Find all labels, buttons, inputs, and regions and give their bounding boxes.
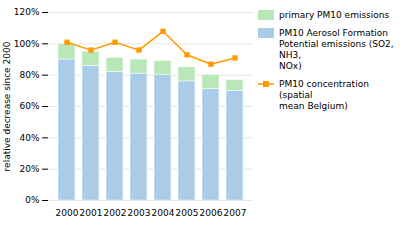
svg-text:80%: 80% (19, 70, 39, 80)
svg-text:0%: 0% (25, 195, 40, 205)
svg-text:40%: 40% (19, 133, 39, 143)
svg-text:120%: 120% (14, 7, 40, 17)
svg-text:2003: 2003 (128, 208, 151, 218)
svg-text:2006: 2006 (200, 208, 223, 218)
html-text:PM10 concentration (spatial me: PM10 concentration (spatial mean Belgium… (279, 79, 369, 111)
svg-text:2005: 2005 (176, 208, 199, 218)
svg-text:100%: 100% (14, 39, 40, 49)
svg-text:2001: 2001 (80, 208, 103, 218)
svg-text:60%: 60% (19, 101, 39, 111)
svg-text:2002: 2002 (104, 208, 127, 218)
svg-text:2004: 2004 (152, 208, 175, 218)
svg-text:20%: 20% (19, 164, 39, 174)
html-text:PM10 Aerosol Formation Potenti: PM10 Aerosol Formation Potential emissio… (279, 28, 394, 71)
svg-text:2000: 2000 (56, 208, 79, 218)
html-text:primary PM10 emissions: primary PM10 emissions (279, 10, 390, 20)
svg-text:2007: 2007 (224, 208, 247, 218)
svg-text:relative decrease since 2000: relative decrease since 2000 (2, 41, 12, 171)
